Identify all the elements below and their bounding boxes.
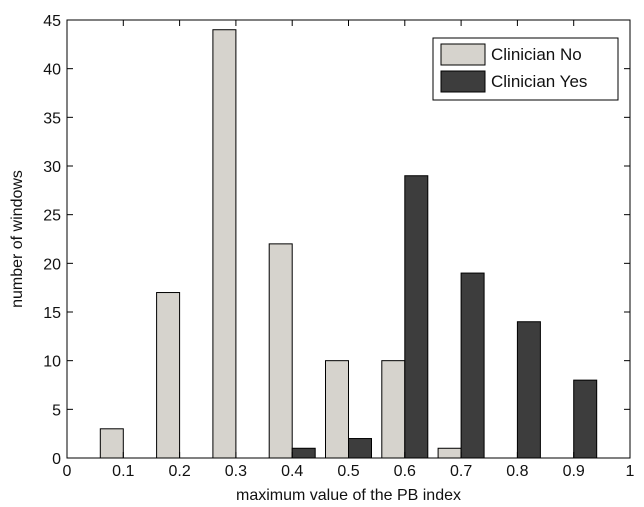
legend-swatch (440, 70, 486, 93)
y-tick-label: 15 (43, 305, 61, 322)
y-tick-label: 0 (52, 451, 61, 468)
legend-label: Clinician Yes (491, 72, 587, 91)
x-tick-label: 0.2 (168, 463, 190, 480)
y-tick-label: 10 (43, 354, 61, 371)
x-tick-label: 0.6 (394, 463, 416, 480)
bar-clinician-yes-0.7 (460, 272, 485, 459)
y-tick-label: 30 (43, 159, 61, 176)
x-tick-label: 0.1 (112, 463, 134, 480)
bar-clinician-yes-0.4 (291, 447, 316, 459)
x-axis-label: maximum value of the PB index (236, 487, 461, 504)
bar-clinician-no-0.2 (156, 292, 181, 459)
x-tick-label: 0 (63, 463, 72, 480)
y-axis-label: number of windows (9, 170, 26, 308)
bar-clinician-no-0.6 (381, 360, 406, 459)
y-tick-label: 35 (43, 110, 61, 127)
y-tick-label: 45 (43, 13, 61, 30)
x-tick-label: 0.5 (337, 463, 359, 480)
bar-clinician-yes-0.5 (348, 438, 372, 459)
x-tick-label: 0.7 (450, 463, 472, 480)
x-tick-label: 0.8 (506, 463, 528, 480)
x-tick-label: 1 (626, 463, 635, 480)
bar-clinician-yes-0.9 (573, 379, 598, 459)
bar-clinician-no-0.5 (325, 360, 349, 459)
ticks-layer: 0 0.1 0.2 0.3 0.4 0.5 0.6 0.7 0.8 0.9 105101520253… (43, 13, 634, 480)
bar-clinician-yes-0.6 (404, 175, 429, 459)
legend-swatch (440, 43, 486, 66)
x-tick-label: 0.3 (225, 463, 247, 480)
bar-clinician-no-0.3 (212, 29, 237, 459)
legend: Clinician No Clinician Yes (432, 37, 619, 101)
bars-layer (99, 29, 598, 459)
y-tick-label: 40 (43, 62, 61, 79)
legend-label: Clinician No (491, 45, 582, 64)
bar-clinician-yes-0.8 (516, 321, 541, 459)
bar-clinician-no-0.4 (268, 243, 293, 459)
y-tick-label: 25 (43, 208, 61, 225)
y-tick-label: 20 (43, 256, 61, 273)
bar-clinician-no-0.1 (99, 428, 124, 459)
bar-clinician-no-0.7 (437, 447, 462, 459)
x-tick-label: 0.9 (563, 463, 585, 480)
x-tick-label: 0.4 (281, 463, 303, 480)
y-tick-label: 5 (52, 402, 61, 419)
